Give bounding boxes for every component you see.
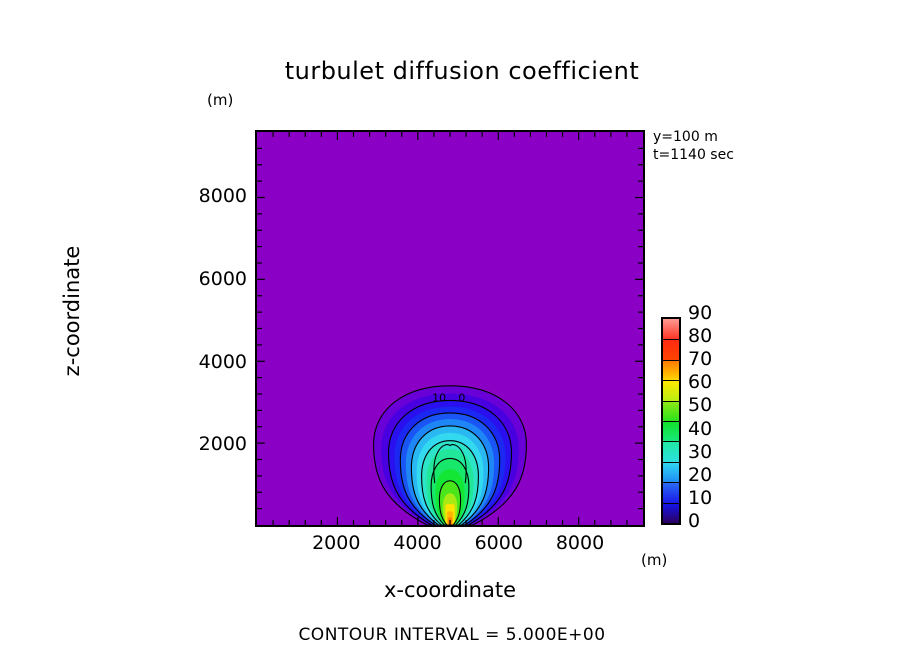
colorbar-band (663, 461, 679, 483)
colorbar-tick-label: 70 (688, 348, 713, 371)
plot-annotation: y=100 m t=1140 sec (653, 128, 734, 164)
y-tick-label: 2000 (198, 433, 247, 456)
colorbar-band (663, 482, 679, 503)
colorbar-tick-label: 30 (688, 440, 713, 463)
contour-interval-note: CONTOUR INTERVAL = 5.000E+00 (298, 625, 606, 645)
colorbar-tick-label: 50 (688, 394, 713, 417)
y-axis-tick-labels: 2000 4000 6000 8000 (185, 130, 247, 527)
colorbar-band (663, 359, 679, 381)
x-axis-units: (m) (641, 551, 668, 569)
x-tick-label: 6000 (474, 532, 523, 554)
colorbar-band (663, 339, 679, 360)
x-tick-label: 4000 (393, 532, 442, 554)
colorbar-tick-label: 40 (688, 417, 713, 440)
colorbar-band (663, 441, 679, 462)
colorbar[interactable] (661, 317, 681, 525)
colorbar-tick-label: 90 (688, 302, 713, 324)
y-axis-units: (m) (207, 91, 234, 109)
annotation-line-y: y=100 m (653, 129, 718, 145)
x-axis-tick-labels: 2000 4000 6000 8000 (255, 532, 645, 560)
colorbar-tick-label: 20 (688, 463, 713, 486)
colorbar-tick-labels: 0 10 20 30 40 50 60 70 80 90 (688, 302, 730, 532)
contour-plot-canvas: 10 0 (257, 132, 643, 525)
annotation-line-t: t=1140 sec (653, 147, 734, 163)
svg-text:10: 10 (432, 392, 446, 405)
y-axis-title: z-coordinate (60, 245, 84, 377)
plot-area[interactable]: 10 0 (255, 130, 645, 527)
colorbar-band (663, 380, 679, 401)
colorbar-band (663, 421, 679, 442)
colorbar-tick-label: 10 (688, 486, 713, 509)
y-tick-label: 4000 (198, 350, 247, 373)
colorbar-tick-label: 0 (688, 510, 701, 532)
colorbar-band (663, 400, 679, 421)
x-tick-label: 2000 (312, 532, 361, 554)
x-tick-label: 8000 (555, 532, 605, 554)
colorbar-band (663, 502, 679, 523)
colorbar-band (663, 319, 679, 340)
y-tick-label: 6000 (198, 267, 247, 290)
chart-title: turbulet diffusion coefficient (284, 57, 640, 85)
colorbar-tick-label: 60 (688, 371, 713, 394)
y-tick-label: 8000 (198, 185, 247, 208)
svg-text:0: 0 (458, 392, 465, 405)
x-axis-title: x-coordinate (383, 578, 516, 602)
colorbar-tick-label: 80 (688, 325, 713, 348)
